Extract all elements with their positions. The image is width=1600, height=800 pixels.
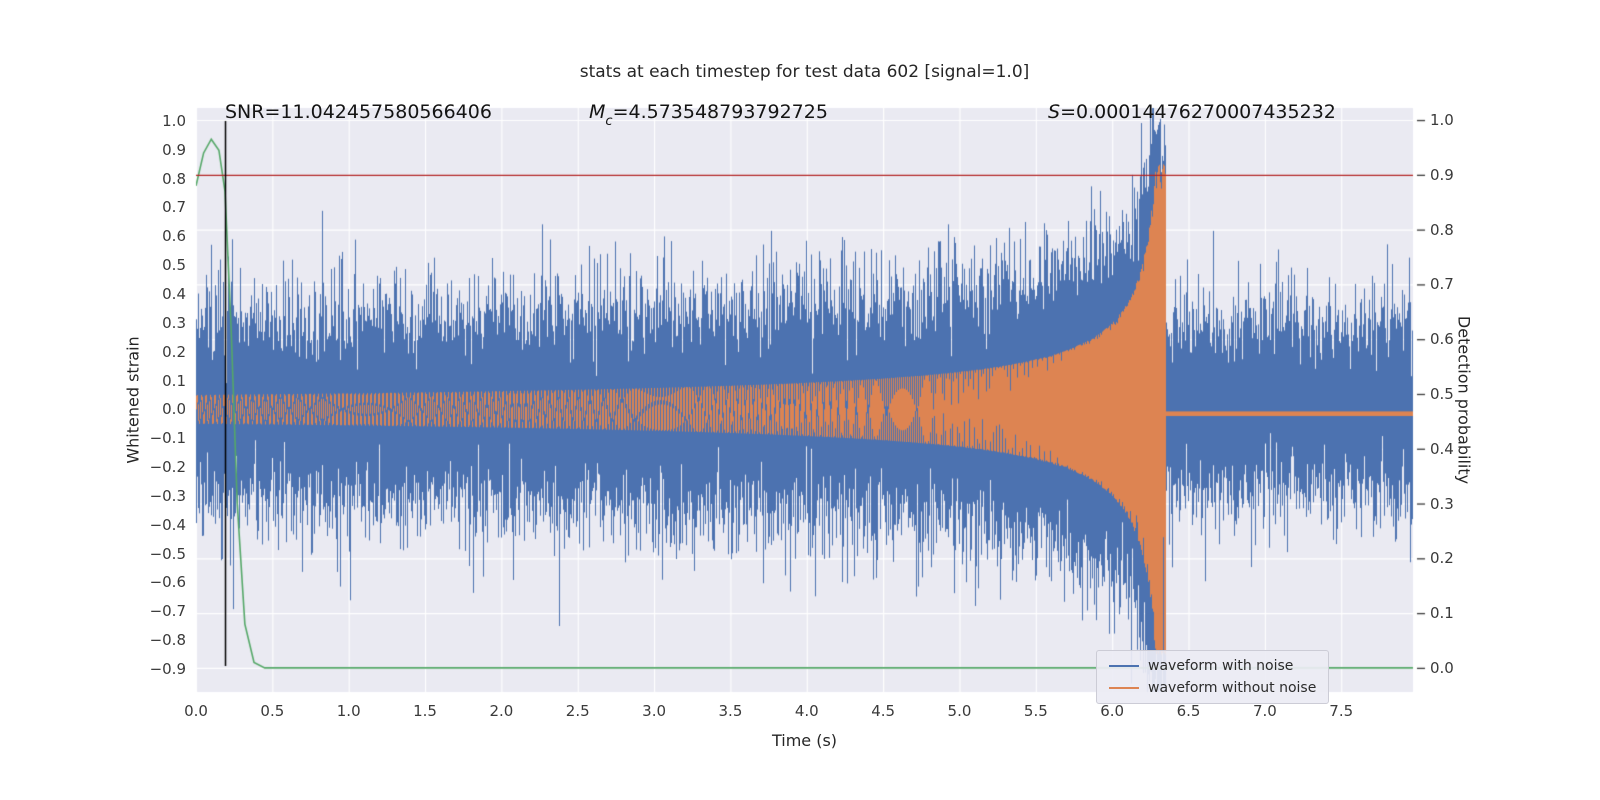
legend-line-swatch xyxy=(1109,687,1139,689)
y-axis-label-right: Detection probability xyxy=(1454,315,1474,485)
x-tick-label: 0.5 xyxy=(260,702,285,720)
x-tick-label: 3.0 xyxy=(642,702,667,720)
y-tick-label-right: 0.2 xyxy=(1430,549,1454,568)
chirp-mass-value: =4.573548793792725 xyxy=(612,101,828,123)
x-tick-label: 2.5 xyxy=(565,702,590,720)
legend-label: waveform without noise xyxy=(1148,680,1317,696)
chirp-mass-symbol: M xyxy=(589,101,606,123)
legend-line-swatch xyxy=(1109,665,1139,667)
y-tick-label-left: 1.0 xyxy=(162,111,186,130)
x-axis-label: Time (s) xyxy=(771,731,838,750)
y-tick-label-right: 0.8 xyxy=(1430,220,1454,239)
y-tick-label-right: 0.9 xyxy=(1430,165,1454,184)
y-tick-label-left: 0.9 xyxy=(162,140,186,159)
y-tick-label-right: 0.6 xyxy=(1430,330,1454,349)
x-tick-label: 4.5 xyxy=(871,702,896,720)
y-tick-label-right: 0.4 xyxy=(1430,439,1454,458)
x-tick-label: 6.5 xyxy=(1176,702,1201,720)
x-tick-label: 1.0 xyxy=(336,702,361,720)
y-tick-label-right: 0.7 xyxy=(1430,275,1454,294)
x-tick-label: 4.0 xyxy=(794,702,819,720)
y-tick-label-left: −0.5 xyxy=(149,544,186,563)
y-tick-label-left: 0.5 xyxy=(162,256,186,275)
y-tick-label-left: −0.9 xyxy=(149,659,186,678)
chart-title: stats at each timestep for test data 602… xyxy=(579,62,1030,82)
chirp-mass-subscript: c xyxy=(605,113,613,129)
y-tick-label-left: −0.7 xyxy=(149,602,186,621)
x-tick-label: 0.0 xyxy=(184,702,208,720)
y-tick-label-left: 0.8 xyxy=(162,169,186,188)
y-tick-label-left: 0.0 xyxy=(162,400,186,419)
annotation-chirp-mass: Mc=4.573548793792725 xyxy=(589,101,828,129)
x-tick-label: 7.0 xyxy=(1252,702,1277,720)
legend-entry: waveform without noise xyxy=(1109,680,1316,696)
legend: waveform with noise waveform without nois… xyxy=(1096,650,1330,704)
y-tick-label-left: 0.3 xyxy=(162,313,186,332)
annotation-snr-text: SNR=11.042457580566406 xyxy=(225,101,492,123)
y-tick-label-right: 0.3 xyxy=(1430,494,1454,513)
x-tick-label: 2.0 xyxy=(489,702,514,720)
legend-entry: waveform with noise xyxy=(1109,658,1316,674)
y-tick-label-right: 0.1 xyxy=(1430,604,1454,623)
y-tick-label-left: 0.4 xyxy=(162,285,186,303)
s-stat-symbol: S xyxy=(1048,101,1061,123)
x-tick-label: 7.5 xyxy=(1329,702,1354,720)
y-tick-label-left: 0.6 xyxy=(162,227,186,246)
y-tick-label-left: −0.6 xyxy=(149,573,186,592)
annotation-snr: SNR=11.042457580566406 xyxy=(225,101,492,123)
y-tick-label-left: −0.2 xyxy=(149,458,186,477)
x-tick-label: 1.5 xyxy=(413,702,437,720)
y-tick-label-left: −0.1 xyxy=(149,429,186,448)
y-tick-label-right: 0.0 xyxy=(1430,658,1454,677)
y-tick-label-left: −0.8 xyxy=(149,631,186,650)
y-tick-label-left: 0.2 xyxy=(162,342,186,361)
legend-label: waveform with noise xyxy=(1148,658,1294,674)
x-tick-label: 6.0 xyxy=(1100,702,1125,720)
y-tick-label-right: 1.0 xyxy=(1430,111,1454,130)
y-tick-label-left: 0.1 xyxy=(162,371,186,390)
y-tick-label-left: 0.7 xyxy=(162,198,186,217)
y-tick-label-left: −0.3 xyxy=(149,486,186,505)
x-tick-label: 3.5 xyxy=(718,702,743,720)
annotation-s-stat: S=0.00014476270007435232 xyxy=(1048,101,1336,123)
s-stat-value: =0.00014476270007435232 xyxy=(1060,101,1336,123)
y-tick-label-right: 0.5 xyxy=(1430,384,1454,403)
x-tick-label: 5.5 xyxy=(1023,702,1048,720)
x-tick-label: 5.0 xyxy=(947,702,972,720)
y-tick-label-left: −0.4 xyxy=(149,515,186,534)
